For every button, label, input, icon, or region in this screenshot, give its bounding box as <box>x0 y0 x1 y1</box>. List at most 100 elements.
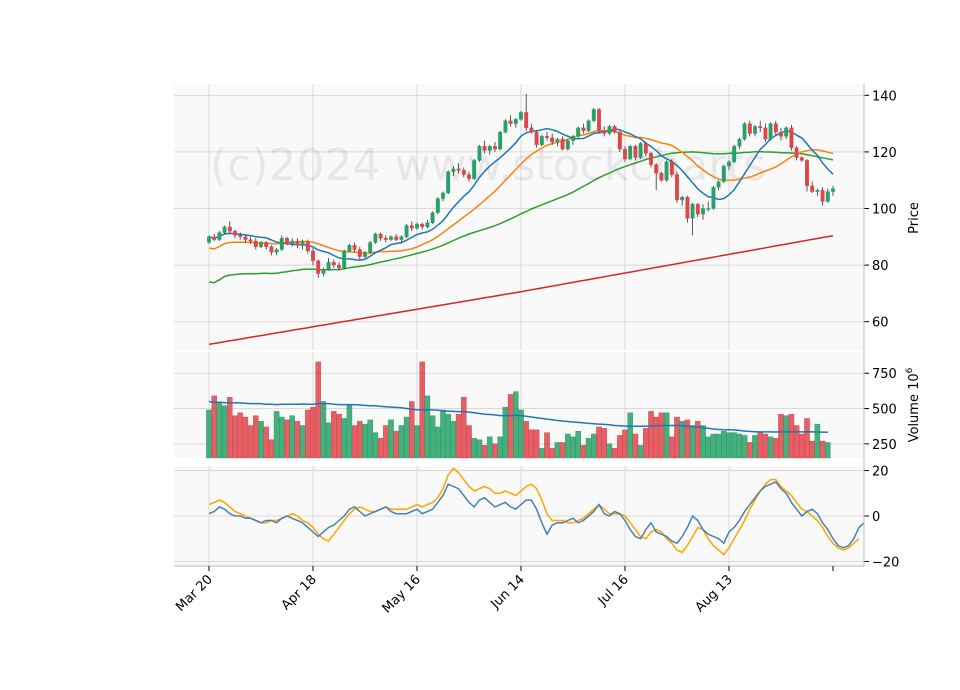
candle <box>633 144 638 161</box>
volume-bar <box>674 416 680 459</box>
x-tick-label: Mar 20 <box>173 572 216 615</box>
candle <box>487 144 492 155</box>
candle-body <box>742 123 747 140</box>
candle <box>607 125 612 135</box>
oscillator-tick-label: 20 <box>872 465 889 480</box>
candle <box>363 250 367 259</box>
volume-panel: 250 500 750 Volume 106 <box>174 352 922 459</box>
candle <box>420 222 425 230</box>
candle <box>591 108 596 123</box>
volume-tick-label: 500 <box>872 403 897 418</box>
volume-bar <box>284 419 290 459</box>
volume-bar <box>700 425 706 459</box>
volume-bar <box>679 421 685 459</box>
candle <box>815 188 820 196</box>
candle <box>311 248 315 266</box>
candle-body <box>659 172 664 181</box>
volume-bar <box>731 432 737 459</box>
candle <box>513 117 518 128</box>
ma-200-line <box>208 234 834 346</box>
volume-bar <box>570 436 576 459</box>
oscillator-tick-label: −20 <box>872 555 899 570</box>
volume-bar <box>825 442 831 459</box>
candle <box>529 123 534 134</box>
candle-body <box>555 139 560 143</box>
volume-bar <box>351 425 358 459</box>
candle <box>654 163 659 191</box>
oscillator-panel: −20 0 20 <box>174 465 899 570</box>
volume-bar <box>273 411 280 459</box>
volume-bar <box>518 409 524 459</box>
candle <box>477 144 482 162</box>
candle <box>519 110 523 121</box>
candle <box>586 119 591 133</box>
candle-body <box>571 136 575 141</box>
candle <box>503 119 508 134</box>
candle-body <box>420 223 425 228</box>
candle <box>259 241 263 249</box>
candle-body <box>602 130 607 134</box>
volume-axis-label-text: Volume 10 <box>907 373 922 442</box>
candle <box>290 238 295 247</box>
volume-bar <box>809 440 815 459</box>
volume-bar <box>268 439 275 459</box>
candle <box>279 235 284 251</box>
volume-bar <box>325 422 332 459</box>
candle <box>675 171 679 203</box>
volume-bar <box>559 442 566 459</box>
volume-bar <box>632 433 639 459</box>
candle <box>467 171 471 182</box>
volume-bar <box>388 419 394 459</box>
candle-body <box>768 123 773 140</box>
volume-bar <box>362 423 368 459</box>
candle <box>378 232 383 242</box>
volume-bar <box>591 433 597 459</box>
volume-bar <box>206 409 212 459</box>
candle <box>253 238 258 250</box>
volume-average-line <box>208 400 828 434</box>
candle <box>399 235 404 243</box>
candle-body <box>409 225 414 229</box>
candle-body <box>747 123 752 134</box>
candle-body <box>311 250 315 262</box>
volume-bar <box>575 430 581 459</box>
volume-bar <box>539 447 545 459</box>
candle <box>685 195 690 223</box>
candle <box>581 123 586 134</box>
candle-body <box>248 239 253 242</box>
candle <box>461 167 466 178</box>
candle <box>597 108 601 134</box>
volume-bar <box>726 432 732 459</box>
candle <box>732 144 737 164</box>
volume-bar <box>242 416 249 459</box>
candle <box>810 181 815 193</box>
price-axis-label: Price <box>907 202 922 234</box>
volume-bar <box>320 401 327 459</box>
volume-bar <box>424 395 431 459</box>
candle-body <box>253 240 258 247</box>
candle-body <box>737 139 742 147</box>
candle-body <box>274 249 279 253</box>
volume-bar <box>305 409 311 459</box>
volume-bar <box>435 426 441 459</box>
candle-body <box>799 157 804 161</box>
price-axis: 60 80 100 120 140 <box>864 89 897 331</box>
candle <box>560 136 565 151</box>
candle-body <box>732 146 737 162</box>
candle <box>274 248 279 256</box>
candle-body <box>633 146 638 158</box>
candle-body <box>534 131 539 145</box>
volume-bar <box>216 402 223 459</box>
volume-bar <box>752 435 758 459</box>
candle-body <box>352 245 357 250</box>
candle <box>664 160 669 182</box>
volume-bar <box>554 442 561 459</box>
candle <box>435 197 440 215</box>
candle <box>555 137 560 147</box>
candle <box>763 123 768 143</box>
candle <box>316 259 321 278</box>
candle <box>721 164 726 184</box>
volume-bar <box>549 447 555 459</box>
candle <box>373 232 378 244</box>
